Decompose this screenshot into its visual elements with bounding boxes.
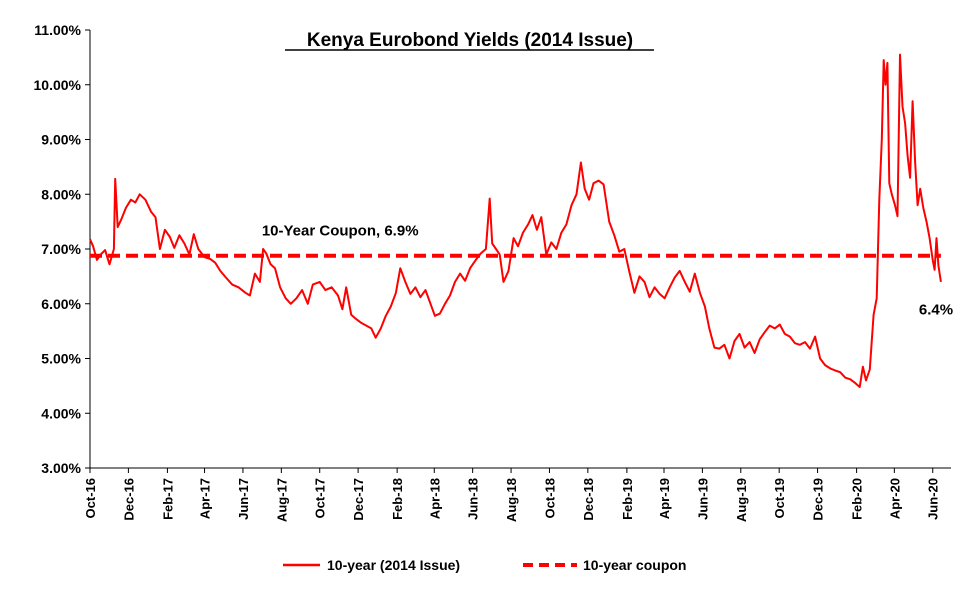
- x-tick-label: Apr-17: [198, 478, 213, 519]
- x-tick-label: Oct-18: [542, 478, 557, 518]
- x-tick-label: Oct-19: [772, 478, 787, 518]
- x-tick-label: Feb-19: [620, 478, 635, 520]
- x-tick-label: Jun-18: [466, 478, 481, 520]
- x-tick-label: Aug-18: [504, 478, 519, 522]
- y-tick-label: 7.00%: [41, 241, 81, 257]
- y-tick-label: 4.00%: [41, 405, 81, 421]
- x-tick-label: Oct-17: [313, 478, 328, 518]
- y-axis-ticks: 3.00% 4.00% 5.00% 6.00% 7.00% 8.00% 9.00% 10.00…: [34, 22, 90, 476]
- x-tick-label: Feb-20: [850, 478, 865, 520]
- x-tick-label: Apr-18: [427, 478, 442, 519]
- y-tick-label: 9.00%: [41, 132, 81, 148]
- x-tick-label: Aug-19: [734, 478, 749, 522]
- legend: 10-year (2014 Issue) 10-year coupon: [283, 557, 686, 573]
- y-tick-label: 8.00%: [41, 186, 81, 202]
- x-tick-label: Dec-16: [121, 478, 136, 521]
- x-tick-label: Dec-18: [581, 478, 596, 521]
- legend-label-coupon: 10-year coupon: [583, 557, 686, 573]
- x-axis-ticks: Oct-16 Dec-16 Feb-17 Apr-17 Jun-17 Aug-17 Oct-…: [83, 468, 941, 522]
- latest-yield-annotation: 6.4%: [919, 302, 953, 319]
- x-tick-label: Feb-17: [160, 478, 175, 520]
- x-tick-label: Jun-20: [926, 478, 941, 520]
- y-tick-label: 5.00%: [41, 351, 81, 367]
- y-tick-label: 10.00%: [34, 77, 82, 93]
- y-tick-label: 3.00%: [41, 460, 81, 476]
- series-layer: [89, 53, 942, 388]
- legend-label-yield: 10-year (2014 Issue): [327, 557, 460, 573]
- coupon-annotation: 10-Year Coupon, 6.9%: [262, 222, 419, 239]
- x-tick-label: Jun-17: [236, 478, 251, 520]
- x-tick-label: Jun-19: [695, 478, 710, 520]
- x-tick-label: Feb-18: [390, 478, 405, 520]
- x-tick-label: Dec-19: [811, 478, 826, 521]
- x-tick-label: Apr-19: [657, 478, 672, 519]
- y-tick-label: 11.00%: [34, 22, 81, 38]
- x-tick-label: Oct-16: [83, 478, 98, 518]
- x-tick-label: Dec-17: [351, 478, 366, 521]
- yield-series-line: [89, 53, 942, 388]
- x-tick-label: Aug-17: [274, 478, 289, 522]
- y-tick-label: 6.00%: [41, 296, 81, 312]
- chart-title: Kenya Eurobond Yields (2014 Issue): [307, 30, 633, 51]
- x-tick-label: Apr-20: [887, 478, 902, 519]
